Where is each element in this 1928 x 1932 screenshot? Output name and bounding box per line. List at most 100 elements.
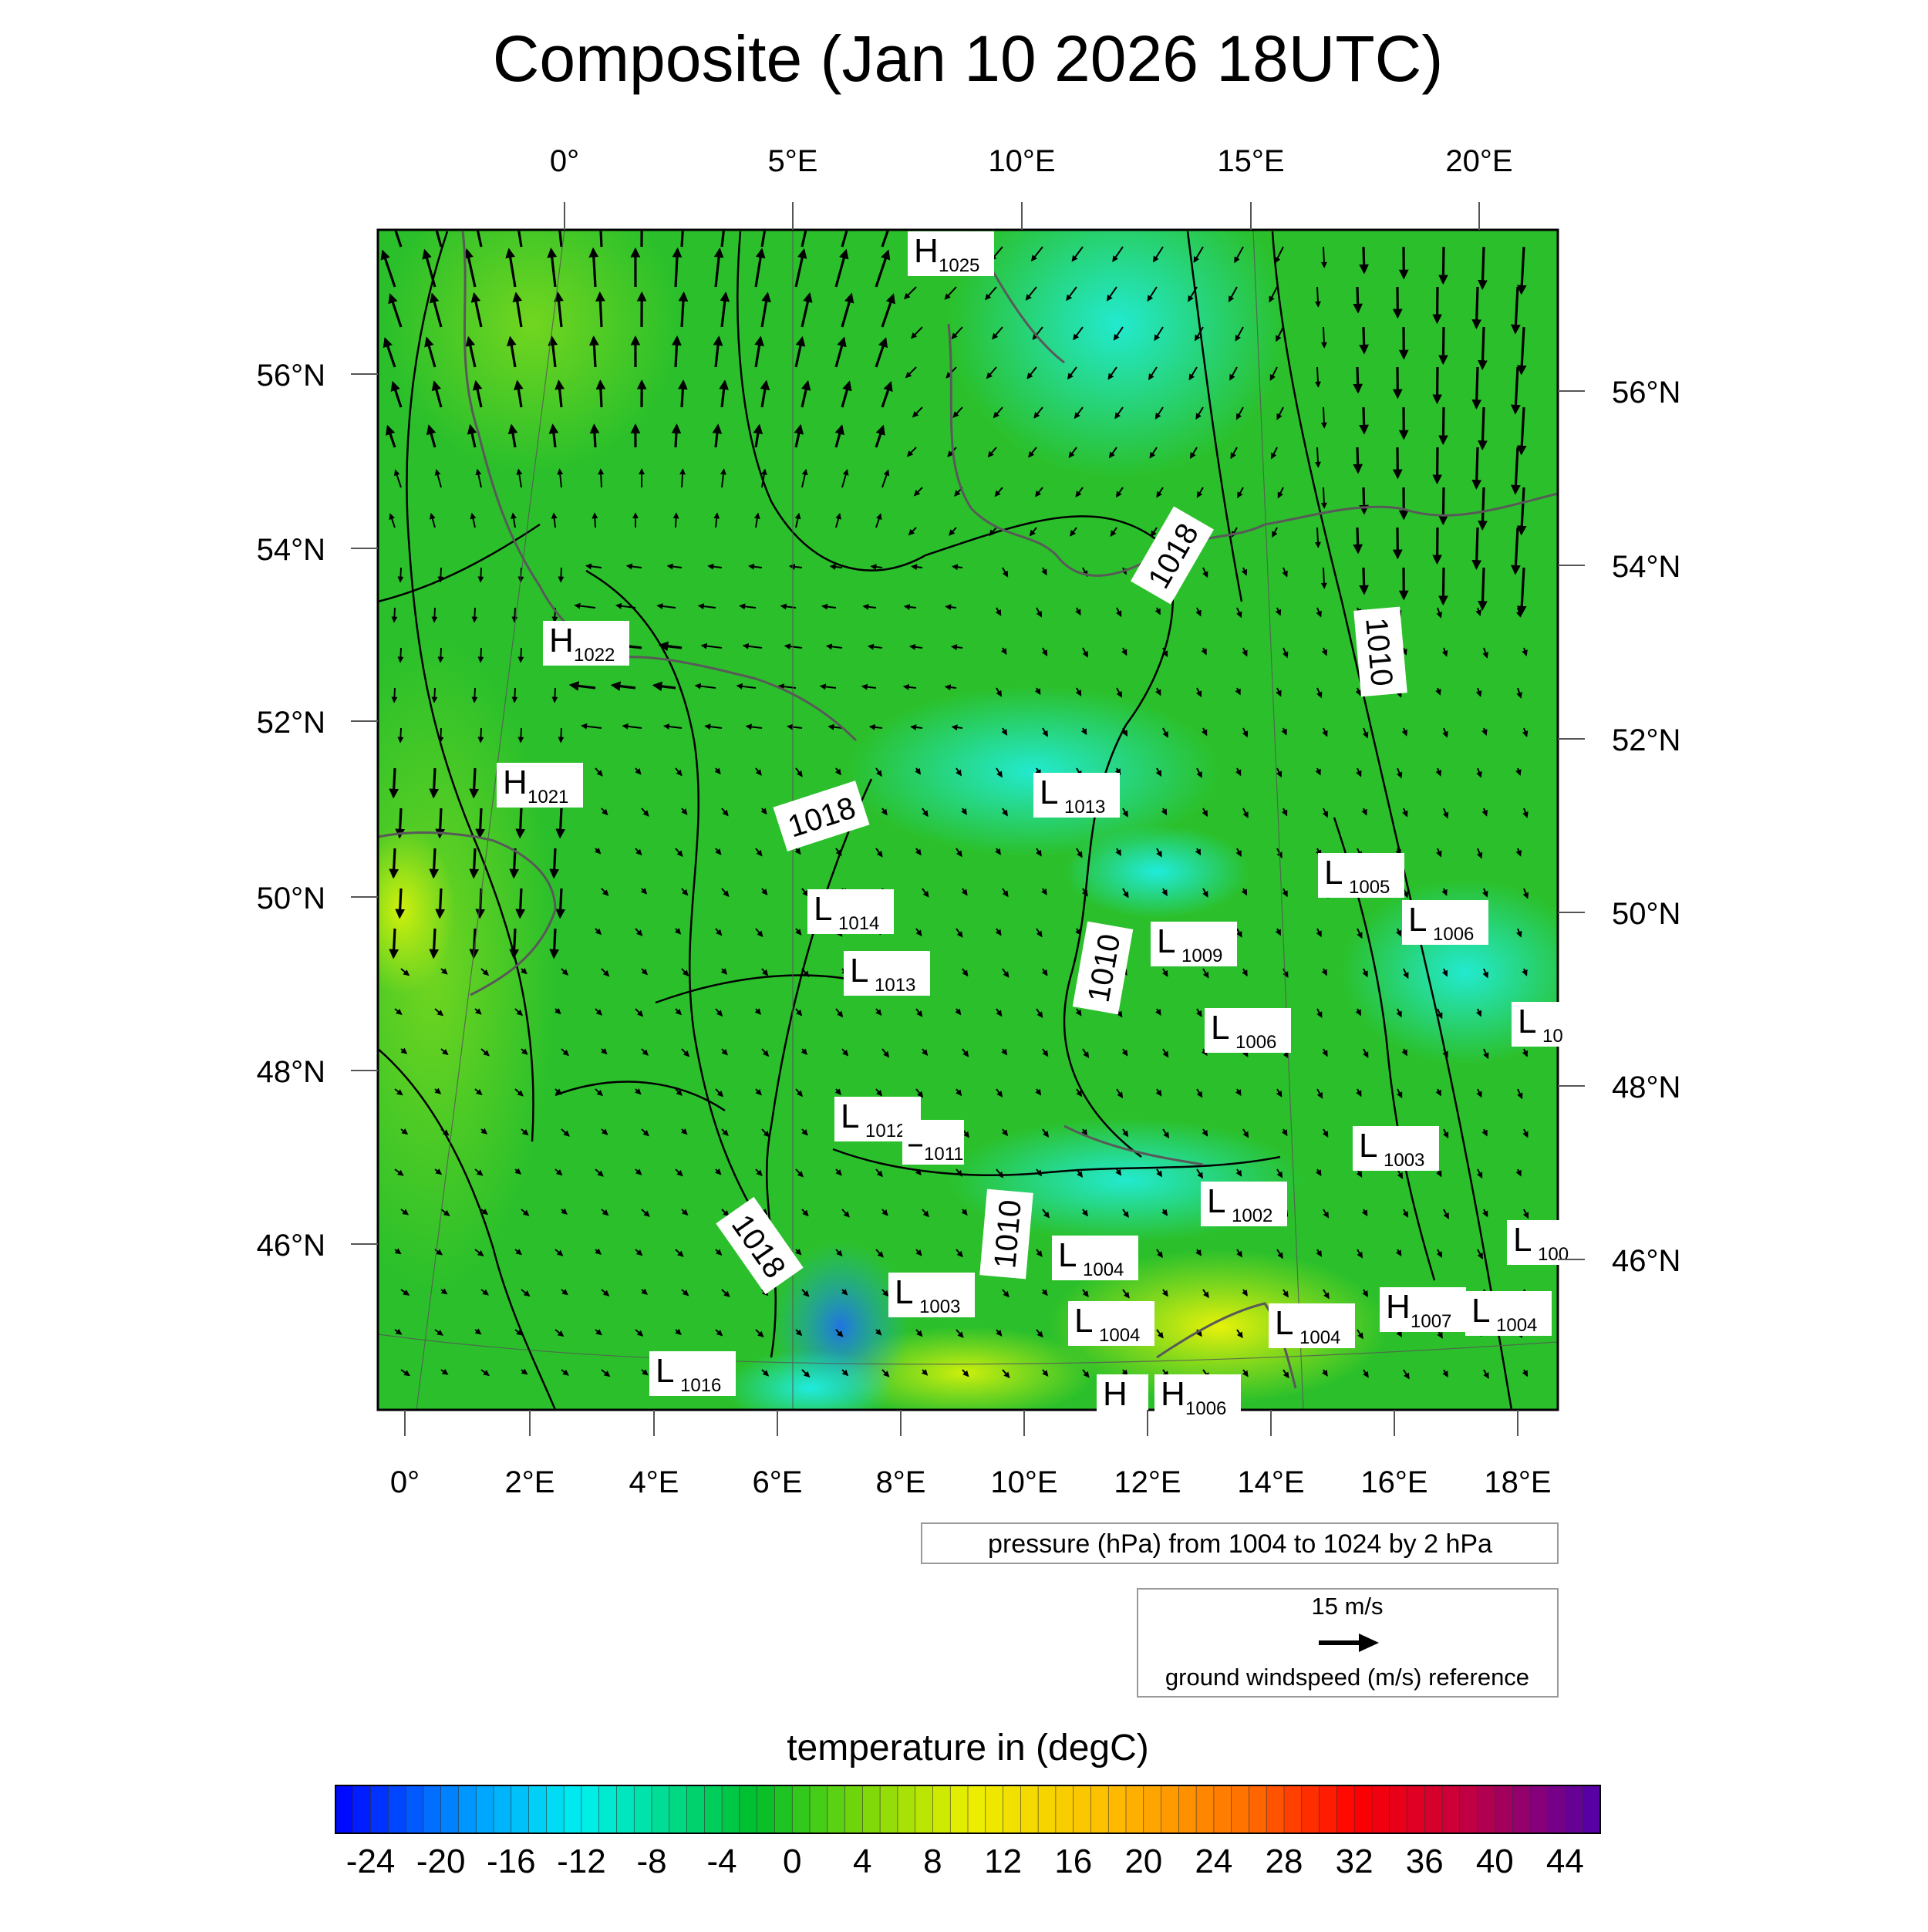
pressure-center-value: 1013 bbox=[1064, 797, 1105, 818]
colorbar-segment bbox=[441, 1785, 459, 1833]
wind-arrow bbox=[480, 648, 481, 662]
wind-arrow bbox=[393, 768, 395, 797]
bottom-lon-label: 18°E bbox=[1484, 1465, 1551, 1499]
wind-arrow bbox=[480, 808, 481, 837]
wind-arrow bbox=[1323, 247, 1324, 267]
colorbar-segment bbox=[915, 1785, 933, 1833]
wind-arrow bbox=[433, 929, 435, 957]
wind-arrow bbox=[1482, 247, 1484, 288]
pressure-center-value: 1012 bbox=[865, 1121, 906, 1141]
colorbar-segment bbox=[458, 1785, 476, 1833]
top-lon-label: 0° bbox=[550, 144, 579, 178]
colorbar-segment bbox=[1126, 1785, 1144, 1833]
colorbar-tick-label: 8 bbox=[923, 1843, 942, 1880]
pressure-center-value: 1011 bbox=[924, 1144, 964, 1165]
wind-arrow bbox=[1357, 367, 1358, 392]
pressure-center-value: 1004 bbox=[1299, 1327, 1340, 1348]
pressure-center-kind: H bbox=[914, 232, 939, 270]
colorbar-segment bbox=[652, 1785, 669, 1833]
wind-arrow bbox=[1357, 528, 1358, 552]
wind-arrow bbox=[400, 568, 401, 582]
wind-arrow bbox=[514, 688, 515, 702]
wind-arrow bbox=[560, 808, 561, 837]
colorbar-segment bbox=[353, 1785, 371, 1833]
pressure-center-value: 1022 bbox=[574, 645, 615, 666]
wind-arrow bbox=[1482, 487, 1484, 528]
colorbar-tick-label: -16 bbox=[487, 1843, 536, 1880]
wind-reference-caption: ground windspeed (m/s) reference bbox=[1165, 1664, 1529, 1691]
colorbar-tick-label: -24 bbox=[346, 1843, 396, 1880]
colorbar-segment bbox=[564, 1785, 581, 1833]
colorbar-segment bbox=[616, 1785, 634, 1833]
colorbar-segment bbox=[1249, 1785, 1266, 1833]
colorbar-segment bbox=[1090, 1785, 1108, 1833]
colorbar-segment bbox=[1038, 1785, 1056, 1833]
colorbar-segment bbox=[1512, 1785, 1530, 1833]
pressure-center-kind: L bbox=[1471, 1292, 1490, 1330]
pressure-center-kind: H bbox=[1386, 1288, 1411, 1326]
colorbar-tick-label: -20 bbox=[416, 1843, 466, 1880]
colorbar bbox=[335, 1785, 1601, 1833]
bottom-lon-label: 2°E bbox=[505, 1465, 555, 1499]
pressure-center-kind: L bbox=[1207, 1182, 1225, 1220]
colorbar-title: temperature in (degC) bbox=[787, 1728, 1149, 1768]
right-lat-label: 54°N bbox=[1612, 550, 1680, 584]
bottom-lon-label: 4°E bbox=[629, 1465, 679, 1499]
pressure-legend-text: pressure (hPa) from 1004 to 1024 by 2 hP… bbox=[988, 1529, 1492, 1559]
colorbar-segment bbox=[1583, 1785, 1600, 1833]
colorbar-segment bbox=[1548, 1785, 1566, 1833]
wind-arrow bbox=[433, 768, 435, 797]
wind-arrow bbox=[1323, 327, 1324, 347]
pressure-center-kind: L bbox=[656, 1352, 674, 1390]
colorbar-segment bbox=[1320, 1785, 1337, 1833]
colorbar-segment bbox=[810, 1785, 827, 1833]
colorbar-tick-label: 24 bbox=[1195, 1843, 1232, 1880]
colorbar-segment bbox=[827, 1785, 845, 1833]
colorbar-segment bbox=[494, 1785, 511, 1833]
left-ticks bbox=[351, 374, 378, 1244]
colorbar-tick-label: 20 bbox=[1124, 1843, 1162, 1880]
wind-arrow bbox=[1363, 568, 1364, 593]
wind-arrow bbox=[400, 648, 401, 662]
isobar-label: 1010 bbox=[1353, 607, 1407, 697]
svg-text:1010: 1010 bbox=[1359, 616, 1399, 687]
pressure-center-kind: L bbox=[1211, 1009, 1229, 1047]
colorbar-segment bbox=[1108, 1785, 1126, 1833]
wind-arrow bbox=[1443, 568, 1444, 604]
wind-arrow bbox=[682, 470, 683, 487]
colorbar-segment bbox=[599, 1785, 617, 1833]
colorbar-tick-label: -8 bbox=[636, 1843, 666, 1880]
pressure-center-kind: L bbox=[814, 890, 832, 928]
colorbar-segment bbox=[669, 1785, 687, 1833]
bottom-lon-label: 14°E bbox=[1237, 1465, 1304, 1499]
pressure-center-value: 1007 bbox=[1411, 1311, 1451, 1332]
left-lat-label: 50°N bbox=[257, 882, 325, 915]
colorbar-tick-label: 40 bbox=[1476, 1843, 1514, 1880]
wind-arrow bbox=[480, 568, 481, 582]
pressure-center-kind: L bbox=[1058, 1236, 1077, 1274]
colorbar-tick-label: -4 bbox=[707, 1843, 737, 1880]
wind-arrow bbox=[474, 608, 475, 622]
pressure-center-value: 1002 bbox=[1232, 1205, 1272, 1226]
colorbar-segment bbox=[371, 1785, 389, 1833]
pressure-center-kind: H bbox=[549, 622, 574, 659]
wind-arrow bbox=[1323, 407, 1324, 427]
pressure-center-value: 1006 bbox=[1235, 1032, 1276, 1053]
left-lat-label: 54°N bbox=[257, 533, 325, 567]
colorbar-tick-label: 0 bbox=[783, 1843, 801, 1880]
wind-arrow bbox=[1443, 487, 1444, 524]
left-lat-label: 52°N bbox=[257, 706, 325, 740]
wind-arrow bbox=[394, 688, 395, 702]
colorbar-segment bbox=[1178, 1785, 1196, 1833]
colorbar-segment bbox=[1424, 1785, 1442, 1833]
pressure-center-kind: L bbox=[1518, 1003, 1536, 1040]
colorbar-segment bbox=[1372, 1785, 1390, 1833]
wind-arrow bbox=[434, 608, 435, 622]
